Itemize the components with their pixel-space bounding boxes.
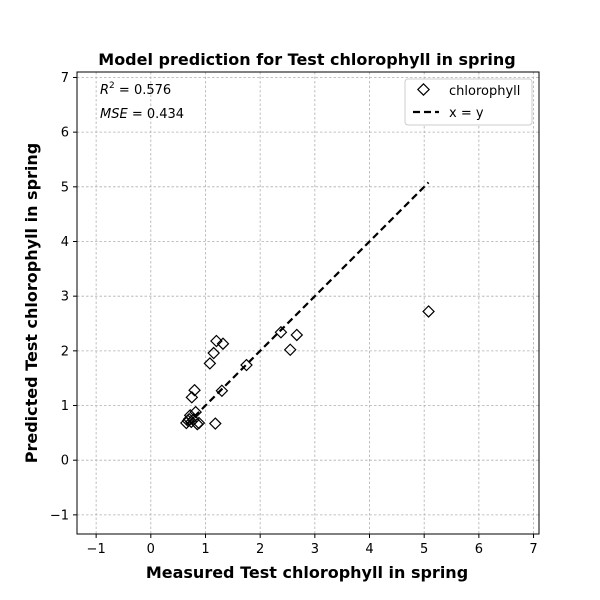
- grid: [77, 72, 539, 534]
- r2-value: = 0.576: [115, 83, 171, 98]
- identity-line: [185, 181, 430, 426]
- y-tick-label: 3: [61, 290, 69, 305]
- y-tick-label: 5: [61, 180, 69, 195]
- data-point: [188, 383, 201, 397]
- plot-frame: [76, 71, 540, 535]
- x-tick-label: 6: [475, 542, 483, 557]
- data-point: [189, 405, 202, 419]
- data-point: [274, 325, 288, 339]
- x-tick-label: −1: [87, 542, 106, 557]
- legend-label-chlorophyll: chlorophyll: [449, 84, 520, 99]
- data-point: [216, 337, 230, 351]
- legend-box: [404, 78, 533, 126]
- y-tick-label: 7: [61, 71, 69, 86]
- y-tick-label: 0: [61, 454, 69, 469]
- data-point: [203, 357, 217, 370]
- data-point: [215, 384, 229, 398]
- x-axis-ticks: −1 0 1 2 3 4 5 6 7: [87, 534, 538, 557]
- data-point: [290, 328, 304, 342]
- data-point: [183, 409, 197, 422]
- x-tick-label: 4: [365, 542, 373, 557]
- r2-symbol: R: [100, 83, 109, 98]
- x-tick-label: 0: [147, 542, 155, 557]
- x-axis-label: Measured Test chlorophyll in spring: [146, 563, 468, 582]
- y-tick-label: 1: [61, 399, 69, 414]
- y-tick-label: 2: [61, 344, 69, 359]
- data-point: [207, 346, 221, 360]
- data-point: [210, 334, 223, 348]
- x-tick-label: 1: [201, 542, 209, 557]
- chart-title: Model prediction for Test chlorophyll in…: [98, 50, 515, 69]
- r2-exponent: 2: [109, 81, 115, 91]
- x-tick-label: 3: [311, 542, 319, 557]
- r2-annotation: R2 = 0.576: [100, 81, 171, 98]
- legend-label-identity: x = y: [449, 106, 484, 121]
- legend-diamond-marker: [416, 82, 431, 97]
- y-tick-label: −1: [50, 508, 69, 523]
- data-point: [208, 417, 222, 430]
- legend: chlorophyll x = y: [404, 78, 533, 126]
- data-point: [283, 343, 297, 357]
- y-axis-label: Predicted Test chlorophyll in spring: [22, 143, 41, 463]
- mse-annotation: MSE = 0.434: [100, 107, 184, 122]
- diagonal-line-layer: [185, 181, 430, 426]
- mse-value: = 0.434: [128, 107, 184, 122]
- y-tick-label: 4: [61, 235, 69, 250]
- mse-symbol: MSE: [100, 107, 128, 122]
- data-point: [240, 358, 253, 372]
- data-point: [192, 416, 206, 430]
- y-tick-label: 6: [61, 126, 69, 141]
- x-tick-label: 7: [529, 542, 537, 557]
- x-tick-label: 2: [256, 542, 264, 557]
- data-point: [422, 305, 435, 318]
- x-tick-label: 5: [420, 542, 428, 557]
- y-axis-ticks: −1 0 1 2 3 4 5 6 7: [50, 71, 77, 523]
- data-points: [180, 305, 435, 431]
